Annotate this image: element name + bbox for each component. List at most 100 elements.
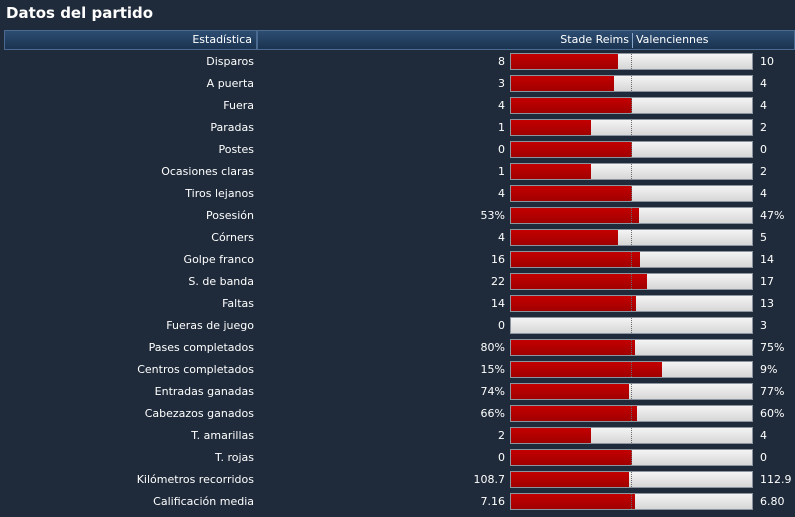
away-value: 112.9 [760, 473, 792, 486]
stat-label: Faltas [222, 297, 254, 310]
away-value: 77% [760, 385, 785, 398]
stat-label: Centros completados [137, 363, 254, 376]
column-header-home-team[interactable]: Stade Reims [560, 33, 629, 46]
comparison-bar [510, 207, 753, 224]
home-bar-fill [511, 54, 618, 69]
home-value: 14 [491, 297, 505, 310]
stat-row: Centros completados 15% 9% [0, 359, 795, 381]
bar-midline [631, 384, 632, 399]
stat-label: T. rojas [215, 451, 254, 464]
stat-row: T. amarillas 2 4 [0, 425, 795, 447]
home-bar-fill [511, 362, 662, 377]
away-value: 2 [760, 165, 767, 178]
home-value: 0 [498, 319, 505, 332]
home-value: 4 [498, 99, 505, 112]
home-bar-fill [511, 472, 630, 487]
home-bar-fill [511, 428, 592, 443]
stat-label: Paradas [210, 121, 254, 134]
comparison-bar [510, 471, 753, 488]
home-value: 4 [498, 231, 505, 244]
away-value: 4 [760, 99, 767, 112]
stat-row: Calificación media 7.16 6.80 [0, 491, 795, 513]
home-bar-fill [511, 98, 632, 113]
away-value: 4 [760, 77, 767, 90]
comparison-bar [510, 97, 753, 114]
comparison-bar [510, 273, 753, 290]
stat-row: S. de banda 22 17 [0, 271, 795, 293]
bar-midline [631, 120, 632, 135]
comparison-bar [510, 119, 753, 136]
comparison-bar [510, 75, 753, 92]
stat-label: Calificación media [153, 495, 254, 508]
home-bar-fill [511, 208, 639, 223]
bar-midline [631, 142, 632, 157]
stat-label: Entradas ganadas [154, 385, 254, 398]
stat-row: Disparos 8 10 [0, 51, 795, 73]
stat-label: Pases completados [148, 341, 254, 354]
away-value: 14 [760, 253, 774, 266]
home-value: 4 [498, 187, 505, 200]
home-value: 22 [491, 275, 505, 288]
home-bar-fill [511, 406, 638, 421]
home-bar-fill [511, 186, 632, 201]
comparison-bar [510, 185, 753, 202]
away-value: 10 [760, 55, 774, 68]
home-value: 53% [480, 209, 505, 222]
comparison-bar [510, 449, 753, 466]
home-value: 66% [480, 407, 505, 420]
stats-table: Disparos 8 10 A puerta 3 4 Fuera 4 4 Paradas 1 2 Pos… [0, 51, 795, 513]
comparison-bar [510, 53, 753, 70]
bar-midline [631, 186, 632, 201]
bar-midline [631, 274, 632, 289]
home-bar-fill [511, 450, 632, 465]
stat-label: S. de banda [188, 275, 254, 288]
stat-label: Ocasiones claras [161, 165, 254, 178]
stat-label: Golpe franco [183, 253, 254, 266]
stat-row: T. rojas 0 0 [0, 447, 795, 469]
bar-midline [631, 252, 632, 267]
away-value: 9% [760, 363, 778, 376]
bar-midline [631, 54, 632, 69]
column-header-away-team[interactable]: Valenciennes [636, 33, 709, 46]
home-value: 80% [480, 341, 505, 354]
stat-label: Posesión [206, 209, 254, 222]
home-bar-fill [511, 120, 592, 135]
stat-label: A puerta [206, 77, 254, 90]
stat-label: Postes [218, 143, 254, 156]
away-value: 0 [760, 143, 767, 156]
comparison-bar [510, 383, 753, 400]
home-value: 0 [498, 451, 505, 464]
stat-row: Pases completados 80% 75% [0, 337, 795, 359]
stat-row: Postes 0 0 [0, 139, 795, 161]
away-value: 2 [760, 121, 767, 134]
home-value: 1 [498, 165, 505, 178]
comparison-bar [510, 405, 753, 422]
stats-header: Estadística Stade Reims Valenciennes [4, 30, 795, 50]
comparison-bar [510, 427, 753, 444]
comparison-bar [510, 493, 753, 510]
away-value: 13 [760, 297, 774, 310]
stat-label: Disparos [206, 55, 254, 68]
away-value: 4 [760, 429, 767, 442]
bar-midline [631, 98, 632, 113]
stat-row: Cabezazos ganados 66% 60% [0, 403, 795, 425]
comparison-bar [510, 317, 753, 334]
bar-midline [631, 450, 632, 465]
stat-row: Entradas ganadas 74% 77% [0, 381, 795, 403]
home-bar-fill [511, 252, 640, 267]
home-value: 16 [491, 253, 505, 266]
home-value: 3 [498, 77, 505, 90]
home-bar-fill [511, 164, 592, 179]
away-value: 6.80 [760, 495, 785, 508]
bar-midline [631, 230, 632, 245]
comparison-bar [510, 361, 753, 378]
away-value: 17 [760, 275, 774, 288]
home-value: 15% [480, 363, 505, 376]
home-bar-fill [511, 494, 635, 509]
comparison-bar [510, 229, 753, 246]
away-value: 47% [760, 209, 785, 222]
home-bar-fill [511, 296, 637, 311]
column-header-stat[interactable]: Estadística [4, 30, 257, 50]
stat-row: Ocasiones claras 1 2 [0, 161, 795, 183]
stat-row: Fuera 4 4 [0, 95, 795, 117]
